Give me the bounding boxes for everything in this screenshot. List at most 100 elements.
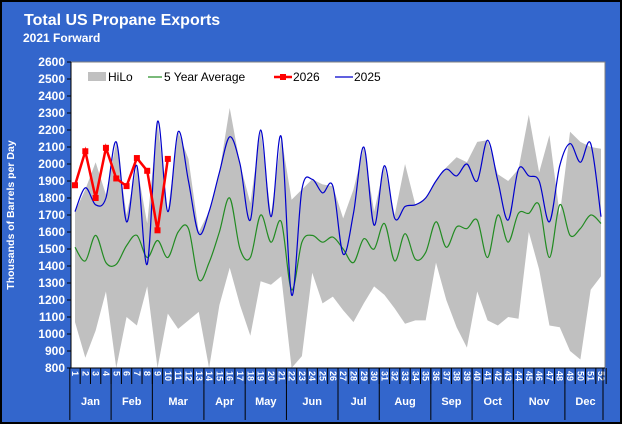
y-axis-label: Thousands of Barrels per Day bbox=[5, 140, 17, 290]
y-tick-label: 1000 bbox=[38, 327, 65, 341]
y-tick-label: 900 bbox=[45, 344, 65, 358]
series-2026-marker bbox=[113, 175, 120, 182]
series-5-year-average bbox=[74, 197, 602, 291]
month-label: Jan bbox=[81, 396, 100, 408]
month-label: Oct bbox=[484, 396, 503, 408]
legend-avg-label: 5 Year Average bbox=[164, 70, 246, 84]
x-tick-label: 45 bbox=[524, 371, 534, 381]
x-tick-label: 27 bbox=[338, 371, 348, 381]
x-tick-label: 32 bbox=[390, 371, 400, 381]
x-tick-label: 5 bbox=[111, 371, 121, 376]
x-tick-label: 39 bbox=[462, 371, 472, 381]
x-tick-label: 51 bbox=[586, 371, 596, 381]
month-label: Mar bbox=[168, 396, 188, 408]
month-label: Jul bbox=[351, 396, 367, 408]
series-2025 bbox=[74, 120, 602, 296]
x-tick-label: 24 bbox=[307, 371, 317, 381]
x-tick-label: 21 bbox=[276, 371, 286, 381]
month-label: Sep bbox=[441, 396, 461, 408]
y-tick-label: 1700 bbox=[38, 208, 65, 222]
month-label: Nov bbox=[529, 396, 551, 408]
series-2026-marker bbox=[133, 155, 140, 162]
month-label: Aug bbox=[394, 396, 415, 408]
x-tick-label: 15 bbox=[214, 371, 224, 381]
x-tick-label: 3 bbox=[91, 371, 101, 376]
x-tick-label: 9 bbox=[153, 371, 163, 376]
y-tick-label: 1400 bbox=[38, 259, 65, 273]
y-tick-label: 1100 bbox=[39, 310, 65, 324]
x-tick-label: 17 bbox=[235, 371, 245, 381]
x-tick-label: 50 bbox=[575, 371, 585, 381]
y-tick-label: 1900 bbox=[38, 174, 65, 188]
x-tick-label: 4 bbox=[101, 371, 111, 376]
y-tick-label: 1800 bbox=[38, 191, 65, 205]
x-tick-label: 34 bbox=[410, 371, 420, 381]
x-tick-label: 35 bbox=[421, 371, 431, 381]
month-label: Feb bbox=[122, 396, 142, 408]
chart-title: Total US Propane Exports bbox=[24, 12, 221, 29]
x-tick-label: 20 bbox=[266, 371, 276, 381]
x-tick-label: 25 bbox=[318, 371, 328, 381]
x-tick-label: 31 bbox=[379, 371, 389, 381]
hilo-band bbox=[75, 107, 601, 369]
x-tick-label: 6 bbox=[122, 371, 132, 376]
y-tick-label: 1500 bbox=[38, 242, 65, 256]
x-tick-label: 7 bbox=[132, 371, 142, 376]
y-tick-label: 1200 bbox=[38, 293, 65, 307]
series-2026-marker bbox=[123, 183, 130, 190]
legend-2026-marker bbox=[280, 74, 286, 80]
y-tick-label: 2200 bbox=[38, 123, 65, 137]
month-label: Jun bbox=[302, 396, 322, 408]
y-tick-label: 1300 bbox=[38, 276, 65, 290]
y-tick-label: 2100 bbox=[38, 140, 65, 154]
y-tick-label: 2600 bbox=[38, 55, 65, 69]
x-tick-label: 46 bbox=[534, 371, 544, 381]
x-tick-label: 13 bbox=[194, 371, 204, 381]
x-tick-label: 19 bbox=[256, 371, 266, 381]
series-2026 bbox=[73, 143, 170, 231]
series-2026-marker bbox=[82, 148, 89, 155]
x-tick-label: 23 bbox=[297, 371, 307, 381]
legend-hilo-swatch bbox=[88, 72, 106, 81]
y-tick-label: 2400 bbox=[38, 89, 65, 103]
x-tick-label: 11 bbox=[173, 371, 183, 381]
x-tick-label: 12 bbox=[183, 371, 193, 381]
x-tick-label: 28 bbox=[348, 371, 358, 381]
x-tick-label: 18 bbox=[245, 371, 255, 381]
x-tick-label: 47 bbox=[544, 371, 554, 381]
month-label: Dec bbox=[575, 396, 595, 408]
series-2026-marker bbox=[92, 195, 99, 201]
x-tick-label: 16 bbox=[225, 371, 235, 381]
x-tick-label: 14 bbox=[204, 371, 214, 381]
x-tick-label: 8 bbox=[142, 371, 152, 376]
x-tick-label: 43 bbox=[503, 371, 513, 381]
x-tick-label: 37 bbox=[441, 371, 451, 381]
x-tick-label: 40 bbox=[472, 371, 482, 381]
series-2026-marker bbox=[102, 144, 109, 151]
series-2026-marker bbox=[72, 182, 78, 189]
x-tick-label: 1 bbox=[70, 371, 80, 376]
x-tick-label: 2 bbox=[80, 371, 90, 376]
x-tick-label: 36 bbox=[431, 371, 441, 381]
x-tick-label: 42 bbox=[493, 371, 503, 381]
y-tick-label: 2000 bbox=[38, 157, 65, 171]
series-2026-marker bbox=[144, 167, 151, 174]
x-tick-label: 22 bbox=[287, 371, 297, 381]
x-tick-label: 49 bbox=[565, 371, 575, 381]
y-tick-label: 2300 bbox=[38, 106, 65, 120]
legend-2025-label: 2025 bbox=[354, 70, 381, 84]
legend-hilo-label: HiLo bbox=[108, 70, 133, 84]
month-label: May bbox=[255, 396, 277, 408]
x-tick-label: 10 bbox=[163, 371, 173, 381]
x-tick-label: 26 bbox=[328, 371, 338, 381]
month-label: Apr bbox=[215, 396, 235, 408]
x-tick-label: 38 bbox=[452, 371, 462, 381]
y-tick-label: 1600 bbox=[38, 225, 65, 239]
x-tick-label: 30 bbox=[369, 371, 379, 381]
chart-subtitle: 2021 Forward bbox=[23, 31, 101, 45]
x-tick-label: 48 bbox=[555, 371, 565, 381]
series-2026-marker bbox=[164, 155, 171, 162]
series-2026-marker bbox=[154, 227, 161, 234]
